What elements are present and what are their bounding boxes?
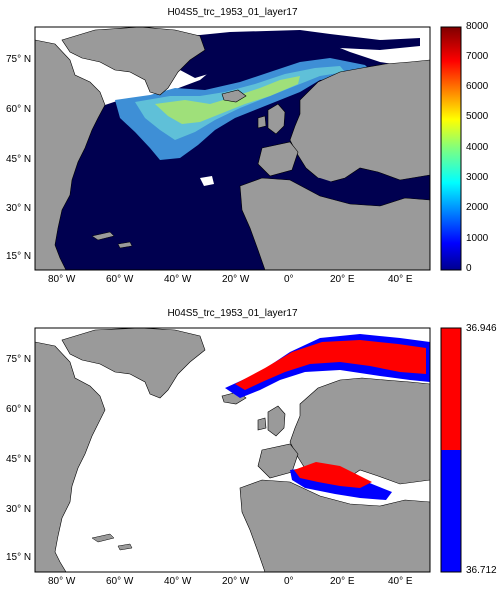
panel1-lon-0: 0° [284, 274, 294, 285]
panel1-cb-tick-3: 3000 [466, 172, 489, 183]
panel2-lon-40w: 40° W [164, 576, 192, 587]
panel2-caribbean [91, 533, 133, 551]
panel2-lon-20w: 20° W [222, 576, 250, 587]
panel1-greenland [61, 27, 206, 96]
panel2-lon-0: 0° [284, 576, 294, 587]
panel1-cb-tick-4: 4000 [466, 142, 489, 153]
panel1-iberia [257, 141, 299, 177]
panel1-lat-60: 60° N [6, 104, 32, 115]
panel2-cb-max: 36.946 [466, 323, 497, 334]
panel2-uk [267, 405, 286, 437]
panel1-lat-75: 75° N [6, 54, 32, 65]
panel1-map [35, 27, 430, 270]
panel2-lat-45: 45° N [6, 454, 32, 465]
panel1-caribbean [91, 231, 133, 249]
panel2-colorbar-red [441, 328, 461, 450]
panel1-lon-60w: 60° W [106, 274, 134, 285]
panel1-cb-tick-8: 8000 [466, 21, 489, 32]
panel1-white-patch [200, 176, 214, 186]
panel2-map [35, 328, 430, 572]
panel1-cb-tick-5: 5000 [466, 111, 489, 122]
panel2-lon-80w: 80° W [48, 576, 76, 587]
panel1-lon-20e: 20° E [330, 274, 355, 285]
panel1-frame [34, 26, 431, 271]
panel1-lat-15: 15° N [6, 251, 32, 262]
panel1-lon-80w: 80° W [48, 274, 76, 285]
panel2-colorbar [440, 327, 462, 573]
panel1-cb-tick-0: 0 [466, 263, 472, 274]
panel1-colorbar [440, 26, 462, 271]
panel1-uk [267, 103, 286, 135]
panel1-iceland [221, 89, 247, 103]
panel2-lat-60: 60° N [6, 404, 32, 415]
panel2-greenland [61, 328, 206, 399]
panel1-cb-tick-7: 7000 [466, 51, 489, 62]
panel2-med-red [294, 462, 372, 488]
panel2-europe [289, 377, 430, 485]
panel2-title: H04S5_trc_1953_01_layer17 [167, 308, 298, 319]
panel1-lat-30: 30° N [6, 203, 32, 214]
panel2-lat-75: 75° N [6, 354, 32, 365]
panel1-cb-tick-1: 1000 [466, 233, 489, 244]
panel2-arctic-red [235, 340, 426, 390]
panel2-north-america [35, 341, 106, 572]
panel1-africa [239, 177, 430, 270]
panel1-lat-45: 45° N [6, 154, 32, 165]
panel2-frame [34, 327, 431, 573]
panel2-lon-40e: 40° E [388, 576, 413, 587]
panel2-lon-60w: 60° W [106, 576, 134, 587]
panel2-cb-min: 36.712 [466, 565, 497, 576]
panel2-colorbar-blue [441, 450, 461, 572]
panel1-europe [289, 59, 430, 183]
panel1-lon-40w: 40° W [164, 274, 192, 285]
panel2-lon-20e: 20° E [330, 576, 355, 587]
panel1-lon-40e: 40° E [388, 274, 413, 285]
panel1-cb-tick-2: 2000 [466, 202, 489, 213]
panel1-cb-tick-6: 6000 [466, 81, 489, 92]
panel1-med [296, 176, 388, 204]
panel1-lon-20w: 20° W [222, 274, 250, 285]
panel1-arctic-band [170, 30, 420, 78]
panel2-ireland [257, 417, 267, 431]
panel1-ireland [257, 115, 267, 129]
panel2-africa [239, 479, 430, 572]
panel1-north-america [35, 39, 106, 270]
panel1-title: H04S5_trc_1953_01_layer17 [167, 7, 298, 18]
panel2-lat-15: 15° N [6, 552, 32, 563]
panel2-lat-30: 30° N [6, 504, 32, 515]
